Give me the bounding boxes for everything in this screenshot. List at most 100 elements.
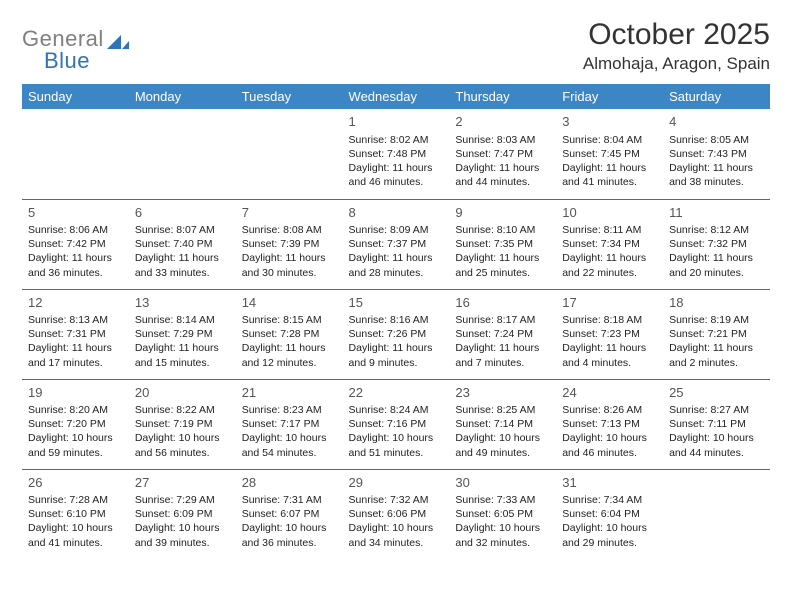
sunset-line: Sunset: 7:19 PM (135, 417, 230, 431)
sunset-line: Sunset: 6:10 PM (28, 507, 123, 521)
day-number: 14 (242, 294, 337, 312)
day-number: 25 (669, 384, 764, 402)
sunset-line: Sunset: 7:48 PM (349, 147, 444, 161)
daylight-line: Daylight: 10 hours and 34 minutes. (349, 521, 444, 549)
sunset-line: Sunset: 7:20 PM (28, 417, 123, 431)
sunrise-line: Sunrise: 8:12 AM (669, 223, 764, 237)
sunrise-line: Sunrise: 7:34 AM (562, 493, 657, 507)
calendar-row: 1Sunrise: 8:02 AMSunset: 7:48 PMDaylight… (22, 109, 770, 199)
daylight-line: Daylight: 11 hours and 36 minutes. (28, 251, 123, 279)
title-block: October 2025 Almohaja, Aragon, Spain (583, 18, 770, 74)
daylight-line: Daylight: 11 hours and 7 minutes. (455, 341, 550, 369)
calendar-cell: 21Sunrise: 8:23 AMSunset: 7:17 PMDayligh… (236, 379, 343, 469)
calendar-cell: 31Sunrise: 7:34 AMSunset: 6:04 PMDayligh… (556, 469, 663, 559)
sunrise-line: Sunrise: 7:33 AM (455, 493, 550, 507)
daylight-line: Daylight: 10 hours and 36 minutes. (242, 521, 337, 549)
sunrise-line: Sunrise: 8:23 AM (242, 403, 337, 417)
sunset-line: Sunset: 6:07 PM (242, 507, 337, 521)
weekday-header: Thursday (449, 84, 556, 109)
sunset-line: Sunset: 7:45 PM (562, 147, 657, 161)
day-number: 20 (135, 384, 230, 402)
daylight-line: Daylight: 10 hours and 46 minutes. (562, 431, 657, 459)
calendar-row: 26Sunrise: 7:28 AMSunset: 6:10 PMDayligh… (22, 469, 770, 559)
sunrise-line: Sunrise: 8:02 AM (349, 133, 444, 147)
calendar-cell: 26Sunrise: 7:28 AMSunset: 6:10 PMDayligh… (22, 469, 129, 559)
day-number: 31 (562, 474, 657, 492)
brand-logo: General Blue (22, 18, 129, 74)
sunset-line: Sunset: 7:34 PM (562, 237, 657, 251)
daylight-line: Daylight: 10 hours and 39 minutes. (135, 521, 230, 549)
sunset-line: Sunset: 7:28 PM (242, 327, 337, 341)
daylight-line: Daylight: 10 hours and 59 minutes. (28, 431, 123, 459)
daylight-line: Daylight: 10 hours and 32 minutes. (455, 521, 550, 549)
daylight-line: Daylight: 11 hours and 9 minutes. (349, 341, 444, 369)
sunset-line: Sunset: 7:42 PM (28, 237, 123, 251)
day-number: 9 (455, 204, 550, 222)
sunrise-line: Sunrise: 7:32 AM (349, 493, 444, 507)
calendar-cell (663, 469, 770, 559)
calendar-cell: 8Sunrise: 8:09 AMSunset: 7:37 PMDaylight… (343, 199, 450, 289)
daylight-line: Daylight: 11 hours and 17 minutes. (28, 341, 123, 369)
sunset-line: Sunset: 6:05 PM (455, 507, 550, 521)
day-number: 28 (242, 474, 337, 492)
calendar-cell: 5Sunrise: 8:06 AMSunset: 7:42 PMDaylight… (22, 199, 129, 289)
daylight-line: Daylight: 11 hours and 12 minutes. (242, 341, 337, 369)
daylight-line: Daylight: 10 hours and 56 minutes. (135, 431, 230, 459)
calendar-cell: 11Sunrise: 8:12 AMSunset: 7:32 PMDayligh… (663, 199, 770, 289)
day-number: 24 (562, 384, 657, 402)
calendar-cell: 14Sunrise: 8:15 AMSunset: 7:28 PMDayligh… (236, 289, 343, 379)
calendar-cell: 29Sunrise: 7:32 AMSunset: 6:06 PMDayligh… (343, 469, 450, 559)
day-number: 8 (349, 204, 444, 222)
sunset-line: Sunset: 6:06 PM (349, 507, 444, 521)
calendar-cell: 19Sunrise: 8:20 AMSunset: 7:20 PMDayligh… (22, 379, 129, 469)
calendar-header: SundayMondayTuesdayWednesdayThursdayFrid… (22, 84, 770, 109)
day-number: 11 (669, 204, 764, 222)
sunset-line: Sunset: 7:29 PM (135, 327, 230, 341)
weekday-header: Tuesday (236, 84, 343, 109)
sunrise-line: Sunrise: 8:20 AM (28, 403, 123, 417)
calendar-cell: 28Sunrise: 7:31 AMSunset: 6:07 PMDayligh… (236, 469, 343, 559)
daylight-line: Daylight: 11 hours and 33 minutes. (135, 251, 230, 279)
calendar-cell: 3Sunrise: 8:04 AMSunset: 7:45 PMDaylight… (556, 109, 663, 199)
sunset-line: Sunset: 7:16 PM (349, 417, 444, 431)
sunset-line: Sunset: 7:21 PM (669, 327, 764, 341)
calendar-cell: 9Sunrise: 8:10 AMSunset: 7:35 PMDaylight… (449, 199, 556, 289)
sunset-line: Sunset: 7:32 PM (669, 237, 764, 251)
calendar-cell: 23Sunrise: 8:25 AMSunset: 7:14 PMDayligh… (449, 379, 556, 469)
daylight-line: Daylight: 11 hours and 44 minutes. (455, 161, 550, 189)
calendar-cell: 10Sunrise: 8:11 AMSunset: 7:34 PMDayligh… (556, 199, 663, 289)
sunrise-line: Sunrise: 8:27 AM (669, 403, 764, 417)
daylight-line: Daylight: 11 hours and 20 minutes. (669, 251, 764, 279)
daylight-line: Daylight: 11 hours and 30 minutes. (242, 251, 337, 279)
weekday-header: Friday (556, 84, 663, 109)
sunrise-line: Sunrise: 8:25 AM (455, 403, 550, 417)
day-number: 22 (349, 384, 444, 402)
sunrise-line: Sunrise: 8:07 AM (135, 223, 230, 237)
day-number: 2 (455, 113, 550, 131)
day-number: 13 (135, 294, 230, 312)
day-number: 3 (562, 113, 657, 131)
calendar-cell (236, 109, 343, 199)
calendar-cell: 17Sunrise: 8:18 AMSunset: 7:23 PMDayligh… (556, 289, 663, 379)
calendar-row: 12Sunrise: 8:13 AMSunset: 7:31 PMDayligh… (22, 289, 770, 379)
day-number: 4 (669, 113, 764, 131)
calendar-cell: 22Sunrise: 8:24 AMSunset: 7:16 PMDayligh… (343, 379, 450, 469)
day-number: 15 (349, 294, 444, 312)
daylight-line: Daylight: 11 hours and 15 minutes. (135, 341, 230, 369)
day-number: 23 (455, 384, 550, 402)
daylight-line: Daylight: 10 hours and 41 minutes. (28, 521, 123, 549)
calendar-cell: 15Sunrise: 8:16 AMSunset: 7:26 PMDayligh… (343, 289, 450, 379)
daylight-line: Daylight: 11 hours and 38 minutes. (669, 161, 764, 189)
sunrise-line: Sunrise: 8:06 AM (28, 223, 123, 237)
calendar-cell: 30Sunrise: 7:33 AMSunset: 6:05 PMDayligh… (449, 469, 556, 559)
calendar-cell: 6Sunrise: 8:07 AMSunset: 7:40 PMDaylight… (129, 199, 236, 289)
day-number: 16 (455, 294, 550, 312)
calendar-cell: 4Sunrise: 8:05 AMSunset: 7:43 PMDaylight… (663, 109, 770, 199)
day-number: 18 (669, 294, 764, 312)
calendar-row: 5Sunrise: 8:06 AMSunset: 7:42 PMDaylight… (22, 199, 770, 289)
month-title: October 2025 (583, 18, 770, 52)
sunset-line: Sunset: 7:17 PM (242, 417, 337, 431)
sunrise-line: Sunrise: 8:09 AM (349, 223, 444, 237)
calendar-row: 19Sunrise: 8:20 AMSunset: 7:20 PMDayligh… (22, 379, 770, 469)
day-number: 7 (242, 204, 337, 222)
